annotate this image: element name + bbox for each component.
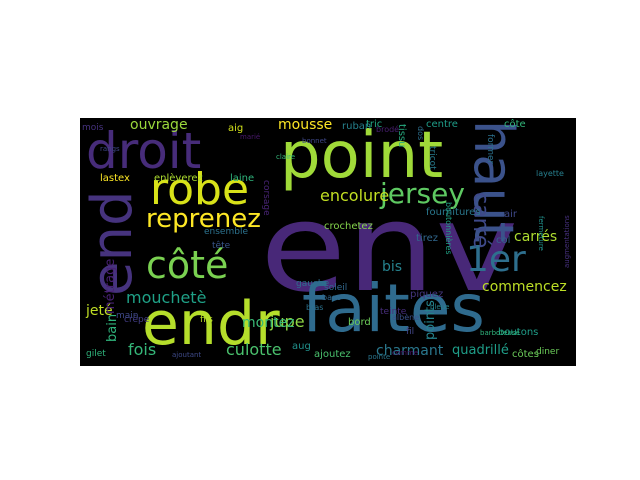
word-fil: fil [406,327,415,337]
word-air: air [504,209,518,220]
word-marie: marié [240,133,261,141]
word-env: env [260,177,519,319]
word-aug: aug [292,341,311,352]
word-soleil: soleil [324,283,348,293]
word-fois: fois [128,340,157,359]
word-teinte: teinte [380,307,407,317]
word-mouchete: mouchetè [126,288,207,307]
word-aig: aig [228,123,244,134]
word-piquez: piquez [410,289,444,300]
word-cote-small: côte [504,119,526,130]
word-cote: côté [146,243,229,287]
word-ajoutant: ajoutant [172,351,202,359]
word-ouvrage: ouvrage [130,118,188,133]
word-crochetez: crochetez [324,221,373,232]
word-ensemble: ensemble [204,227,248,237]
word-montez: montez [242,315,295,331]
word-bleue: bleue [430,303,450,311]
word-base: base [322,293,342,302]
word-albene: albène [392,313,420,322]
word-col: col [496,235,511,246]
word-claire: claire [276,153,296,161]
word-1er: 1er [466,239,526,280]
word-bord: bord [348,317,371,328]
word-dos: dos [416,126,425,141]
word-corsage: corsage [261,180,271,216]
word-bonnet: bonnet [302,137,327,145]
word-droit: droit [86,122,202,180]
word-quadrille: quadrillé [452,343,509,358]
word-gilet: gilet [86,349,106,359]
word-robe: robe [150,164,250,215]
word-comme: comme [392,349,419,357]
word-lastex: lastex [100,173,130,184]
word-jersey: jersey [380,177,465,210]
word-carre: carré [468,192,493,249]
word-cloud: env point faites endr droit end haut rob… [80,118,576,366]
word-mois: mois [82,123,104,133]
word-commencez: commencez [482,279,567,295]
word-encolure: encolure [320,186,390,205]
word-point: point [280,119,444,193]
word-brode: brodé [376,125,400,134]
word-laine: laine [230,173,255,184]
word-fournitures: fournitures [426,207,481,218]
word-diner: diner [536,347,560,357]
word-fils: fils [200,315,213,325]
word-metrage: métrage [103,258,118,314]
word-augmentations: augmentations [563,215,571,268]
word-bis: bis [382,259,403,275]
word-charmant: charmant [376,343,444,359]
word-fermeture: fermeture [537,216,545,251]
word-crepe: crêpe [124,315,150,325]
word-faites: faites [302,270,485,347]
word-cotes: côtes [512,349,539,360]
word-boutonnieres: boutonnières [444,202,453,255]
word-carres: carrés [514,229,558,245]
word-tric: tric [366,119,383,130]
word-boutons: boutons [498,327,539,338]
word-tete: tête [212,241,231,251]
word-rangs: rangs [100,145,120,153]
word-mousse: mousse [278,118,333,133]
word-tirez: tirez [416,233,438,244]
word-layette: layette [536,169,564,178]
word-main: main [116,311,139,321]
word-former: former [485,134,495,165]
word-tricot: tricot [427,146,437,170]
word-jupe: jupe [270,312,305,331]
word-barboteuse: barboteuse [480,329,520,337]
word-centre: centre [426,119,458,130]
word-ajoutez: ajoutez [314,349,351,360]
word-culotte: culotte [226,340,282,359]
word-jete: jeté [86,303,113,319]
word-ruban: ruban [342,121,372,132]
word-gauche: gauche [296,279,330,289]
word-endr: endr [142,289,280,359]
word-enleverez: enlèverez [154,173,203,184]
word-bras: bras [306,303,324,312]
word-reprenez: reprenez [146,204,261,234]
word-pointe: pointe [368,353,391,361]
